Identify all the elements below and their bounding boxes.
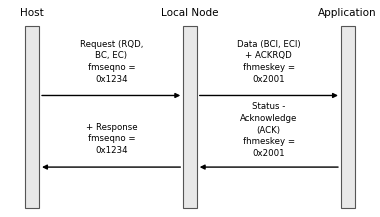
Text: + Response
fmseqno =
0x1234: + Response fmseqno = 0x1234 [86, 123, 137, 155]
Text: Local Node: Local Node [161, 8, 219, 18]
Bar [25, 26, 39, 208]
Bar [183, 26, 197, 208]
Text: Application: Application [318, 8, 377, 18]
Bar [341, 26, 355, 208]
Text: Status -
Acknowledge
(ACK)
fhmeskey =
0x2001: Status - Acknowledge (ACK) fhmeskey = 0x… [240, 102, 297, 158]
Text: Host: Host [21, 8, 44, 18]
Text: Data (BCI, ECI)
+ ACKRQD
fhmeskey =
0x2001: Data (BCI, ECI) + ACKRQD fhmeskey = 0x20… [237, 40, 301, 84]
Text: Request (RQD,
BC, EC)
fmseqno =
0x1234: Request (RQD, BC, EC) fmseqno = 0x1234 [80, 40, 143, 84]
